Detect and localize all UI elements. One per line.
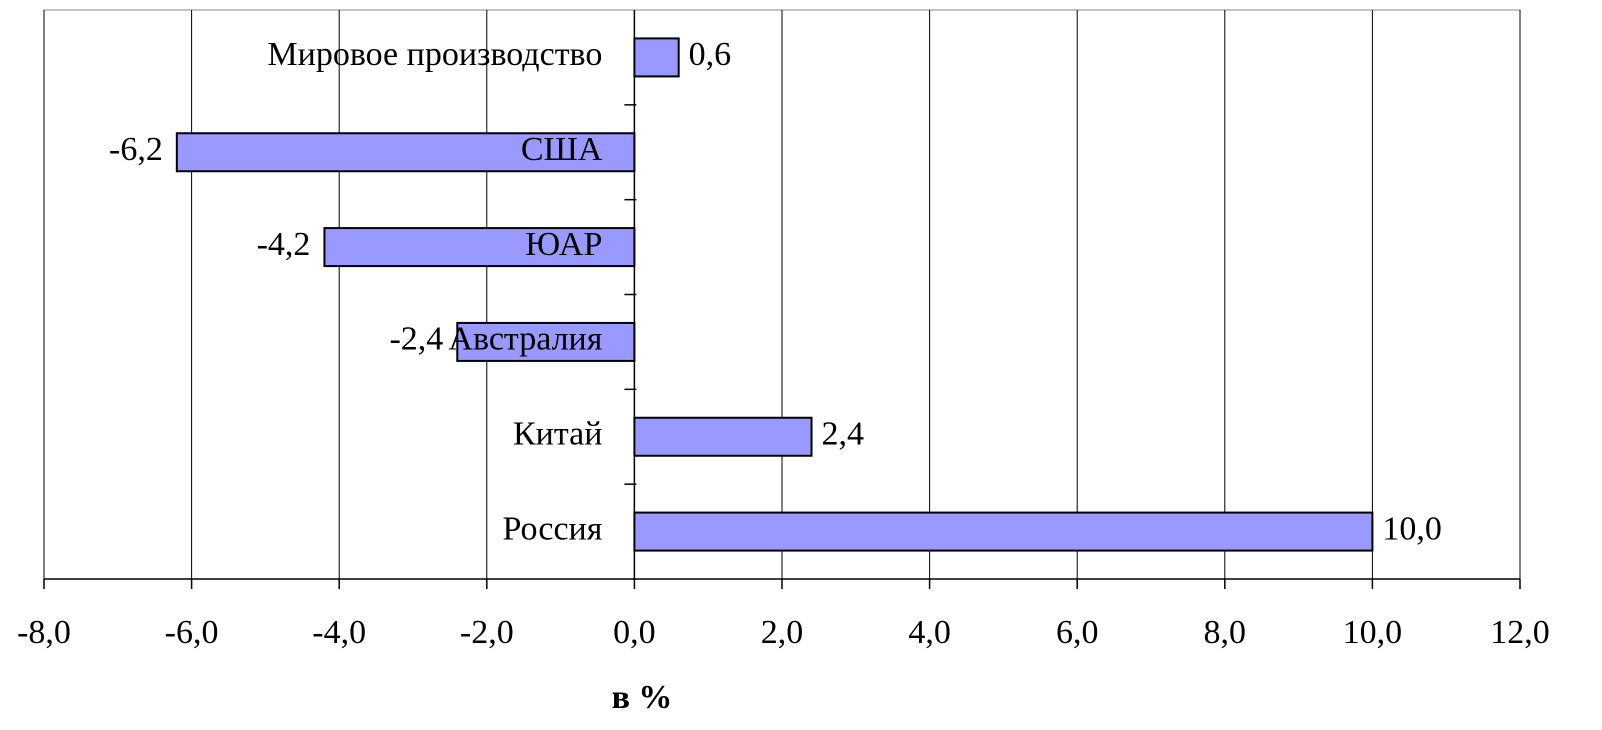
value-label: -6,2 xyxy=(109,131,163,168)
x-tick-label: -6,0 xyxy=(165,614,219,651)
bar xyxy=(633,37,680,78)
category-label: США xyxy=(521,131,603,168)
x-axis-label: в % xyxy=(612,679,673,716)
value-label: 0,6 xyxy=(689,36,732,73)
x-tick-label: 4,0 xyxy=(908,614,951,651)
category-label: Мировое производство xyxy=(267,36,602,73)
x-tick-label: -8,0 xyxy=(17,614,71,651)
x-tick-label: 6,0 xyxy=(1056,614,1099,651)
category-label: ЮАР xyxy=(525,226,602,263)
bar xyxy=(456,321,636,362)
bar xyxy=(633,511,1374,552)
category-label: Россия xyxy=(502,510,602,547)
value-label: 2,4 xyxy=(822,416,865,453)
bar xyxy=(175,132,636,173)
category-label: Китай xyxy=(513,416,602,453)
x-tick-label: -4,0 xyxy=(312,614,366,651)
bar xyxy=(323,227,636,268)
x-tick-label: 12,0 xyxy=(1490,614,1550,651)
bar xyxy=(633,416,813,457)
value-label: -4,2 xyxy=(257,226,311,263)
x-tick-label: 8,0 xyxy=(1204,614,1247,651)
value-label: 10,0 xyxy=(1382,510,1442,547)
x-tick-label: -2,0 xyxy=(460,614,514,651)
x-tick-label: 10,0 xyxy=(1343,614,1403,651)
x-tick-label: 0,0 xyxy=(613,614,656,651)
category-label: Австралия xyxy=(448,321,602,358)
value-label: -2,4 xyxy=(389,321,443,358)
x-tick-label: 2,0 xyxy=(761,614,804,651)
